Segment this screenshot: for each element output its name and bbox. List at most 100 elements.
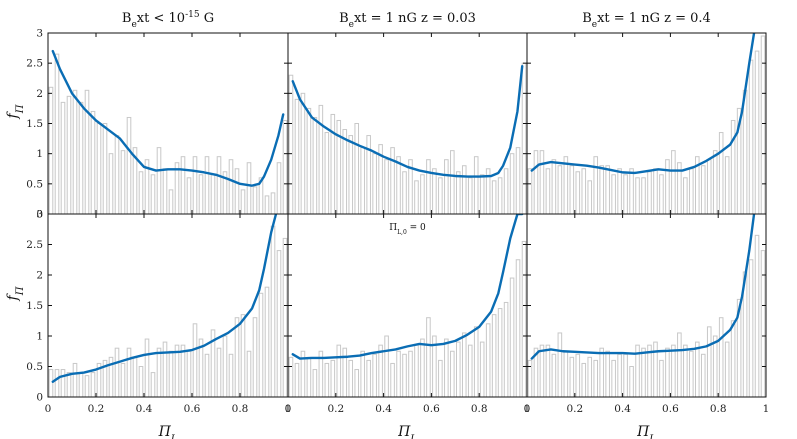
histogram-bar: [186, 177, 192, 214]
histogram-bar: [366, 359, 371, 397]
histogram-bar: [665, 159, 670, 214]
histogram-bar: [718, 317, 724, 397]
x-tick-label: 0: [45, 403, 52, 415]
x-tick-label: 0.6: [662, 403, 679, 415]
histogram-bar: [724, 156, 730, 214]
histogram-bar: [132, 147, 138, 214]
histogram-bar: [527, 359, 533, 397]
histogram-bar: [324, 362, 330, 397]
histogram-bar: [150, 174, 156, 214]
histogram-bar: [84, 375, 90, 397]
histogram-bar: [575, 171, 581, 214]
histogram-bar: [390, 362, 395, 397]
histogram-bar: [611, 359, 616, 397]
histogram-bar: [252, 186, 258, 214]
histogram-bar: [132, 356, 138, 397]
y-tick-label: 2.5: [26, 239, 43, 251]
histogram-bar: [336, 344, 342, 397]
density-curve: [530, 214, 756, 360]
histogram-bar: [503, 301, 509, 397]
histogram-bar: [456, 171, 461, 214]
histogram-bar: [420, 338, 425, 397]
histogram-bar: [683, 344, 688, 397]
histogram-bar: [192, 156, 198, 214]
histogram-bar: [246, 162, 252, 214]
histogram-bar: [599, 347, 604, 397]
histogram-bar: [539, 344, 545, 397]
histogram-bar: [760, 250, 766, 397]
histogram-bar: [390, 147, 395, 214]
histogram-bar: [467, 344, 473, 397]
histogram-bar: [444, 159, 449, 214]
histogram-bar: [234, 168, 240, 214]
y-tick-label: 2.5: [26, 58, 43, 70]
histogram-bar: [611, 174, 616, 214]
histogram-bar: [718, 132, 724, 214]
histogram-bar: [641, 177, 646, 214]
histogram-bar: [677, 162, 682, 214]
histogram-bar: [384, 159, 389, 214]
histogram-bar: [186, 350, 192, 397]
histogram-bar: [90, 372, 96, 397]
histogram-bar: [671, 150, 676, 214]
histogram-bar: [384, 335, 389, 397]
histogram-bar: [120, 362, 126, 397]
histogram-bar: [503, 168, 509, 214]
histogram-bar: [312, 369, 318, 397]
histogram-bar: [581, 168, 587, 214]
histogram-bar: [108, 356, 114, 397]
histogram-bar: [479, 341, 485, 397]
panels: [47, 32, 767, 398]
histogram-bar: [587, 180, 593, 214]
x-tick-label: 0.4: [375, 403, 392, 415]
histogram-bar: [623, 174, 628, 214]
histogram-bar: [222, 171, 228, 214]
histogram-bar: [748, 259, 754, 397]
panel-0-0: [47, 32, 289, 215]
x-tick-label: 0.8: [471, 403, 488, 415]
x-axis-label: ΠL: [636, 424, 656, 439]
histogram-bar: [754, 234, 760, 397]
histogram-bar: [420, 174, 425, 214]
histogram-bar: [515, 147, 521, 214]
histogram-bar: [432, 335, 437, 397]
x-tick-label: 0.8: [232, 403, 249, 415]
y-tick-label: 1.5: [26, 118, 43, 130]
histogram-bar: [240, 189, 246, 214]
histogram-bar: [461, 332, 467, 397]
histogram-bar: [72, 362, 78, 397]
histogram-bar: [438, 177, 443, 214]
y-tick-label: 0.5: [26, 361, 43, 373]
histogram-bar: [330, 113, 336, 214]
histogram-bar: [198, 174, 204, 214]
histogram-bar: [72, 89, 78, 214]
density-curve: [291, 214, 524, 360]
histogram-bar: [677, 332, 682, 397]
histogram-bar: [234, 317, 240, 397]
y-tick-label: 3: [36, 28, 43, 40]
histogram-bar: [689, 168, 694, 214]
histogram-bar: [450, 350, 455, 397]
histogram-bar: [120, 150, 126, 214]
histogram-bar: [473, 326, 479, 397]
histogram-bar: [444, 338, 449, 397]
density-curve: [51, 49, 285, 187]
y-tick-label: 1.5: [26, 300, 43, 312]
histogram-bar: [689, 350, 694, 397]
histogram-bar: [509, 153, 515, 214]
histogram-bar: [551, 353, 557, 397]
histogram-bar: [581, 362, 587, 397]
x-tick-label: 1: [524, 403, 531, 415]
histogram-bar: [730, 320, 736, 397]
histogram-bar: [659, 359, 664, 397]
histogram-bar: [162, 341, 168, 397]
histogram-bar: [629, 168, 634, 214]
x-tick-label: 0.4: [136, 403, 153, 415]
histogram-bar: [96, 123, 102, 214]
histogram-bar: [599, 165, 604, 214]
histogram-bar: [671, 344, 676, 397]
histogram-bar: [456, 341, 461, 397]
histogram-bar: [102, 123, 108, 214]
x-tick-label: 0.2: [88, 403, 105, 415]
